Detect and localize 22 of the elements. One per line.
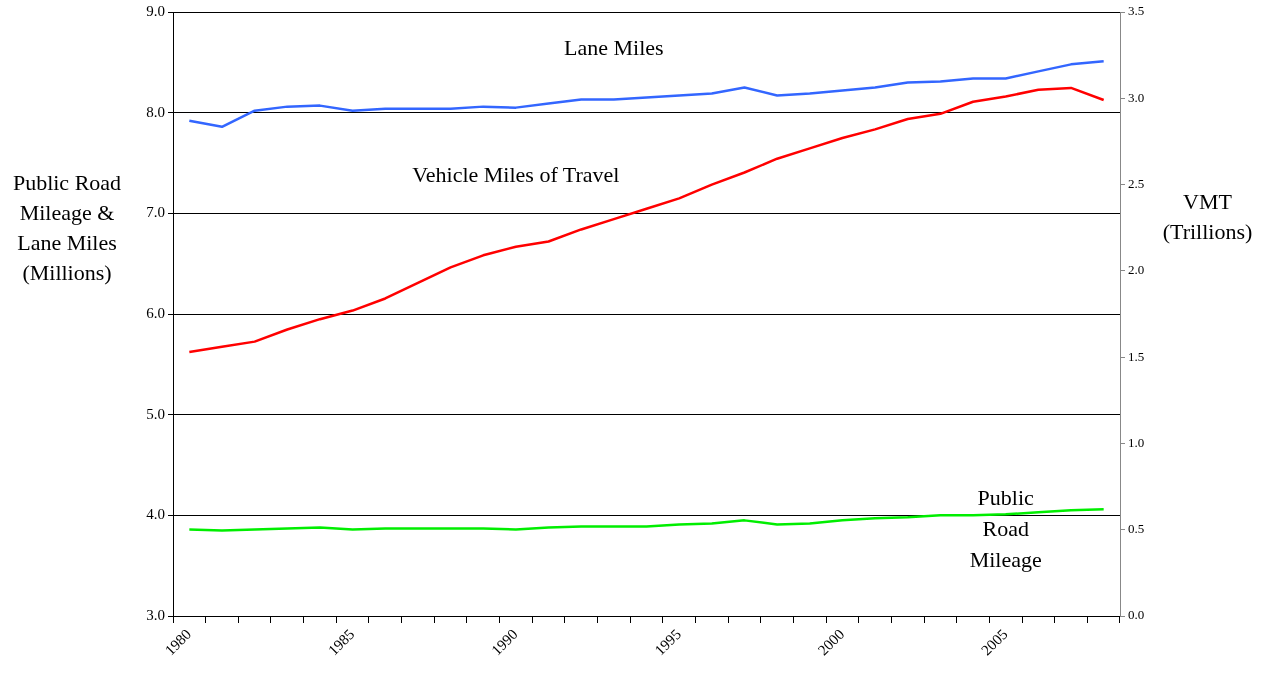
y2-tick-label: 2.5 <box>1128 175 1145 191</box>
y2-axis-title: VMT (Trillions) <box>1161 188 1254 246</box>
y-tick-label: 6.0 <box>146 304 165 321</box>
y-tick-label: 8.0 <box>146 103 165 120</box>
y2-tick-label: 1.5 <box>1128 348 1145 364</box>
y2-tick-label: 1.0 <box>1128 434 1145 450</box>
y-tick-label: 9.0 <box>146 2 165 19</box>
y2-tick-label: 0.5 <box>1128 521 1145 537</box>
series-label: Lane Miles <box>564 35 664 61</box>
y-tick-label: 5.0 <box>146 405 165 422</box>
y2-tick-label: 0.0 <box>1128 607 1145 623</box>
y-axis-title: Public Road Mileage & Lane Miles (Millions) <box>11 169 123 287</box>
x-tick-label: 1980 <box>161 625 195 659</box>
y2-tick-label: 2.0 <box>1128 262 1145 278</box>
x-tick-label: 1990 <box>488 625 521 659</box>
series-label: Public Road Mileage <box>969 485 1042 573</box>
y-tick-label: 3.0 <box>146 606 165 623</box>
y-tick-label: 7.0 <box>146 204 165 221</box>
y-tick-label: 4.0 <box>146 506 165 523</box>
y2-tick-label: 3.0 <box>1128 89 1145 105</box>
series-label: Vehicle Miles of Travel <box>412 162 620 188</box>
y2-tick-label: 3.5 <box>1128 3 1145 19</box>
